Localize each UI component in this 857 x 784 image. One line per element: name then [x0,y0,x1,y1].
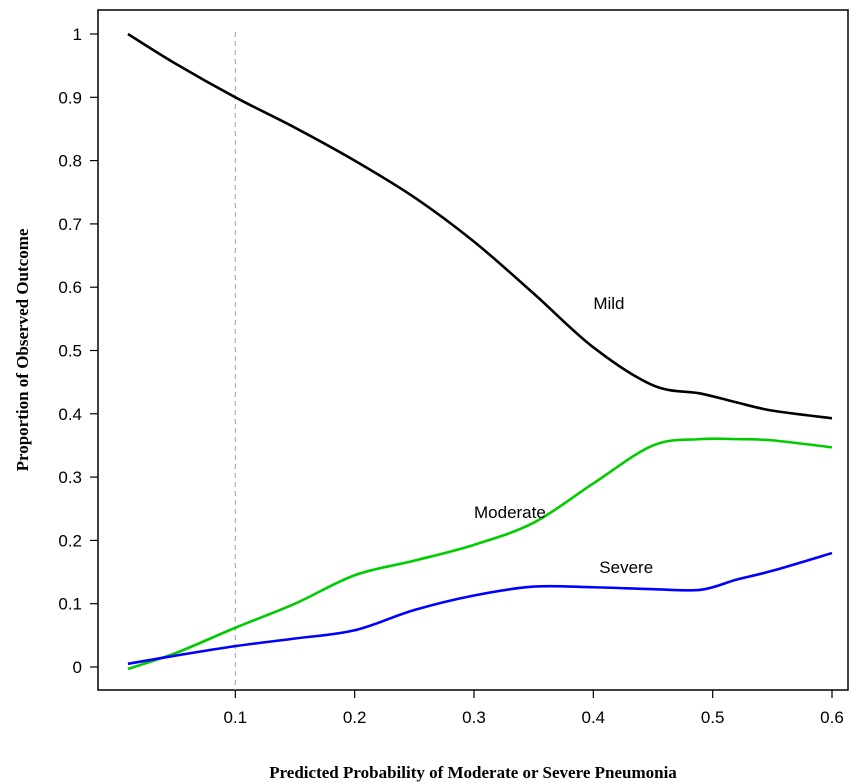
x-tick-label: 0.4 [582,708,606,727]
annotation-group: Mild Moderate Severe [474,294,653,577]
y-axis: 0 0.1 0.2 0.3 0.4 0.5 0.6 0.7 0.8 0.9 1 [58,25,98,677]
series-line-severe [128,553,832,664]
series-label-severe: Severe [599,558,653,577]
y-tick-label: 0.3 [58,468,82,487]
y-axis-title: Proportion of Observed Outcome [13,228,32,471]
y-tick-label: 0.2 [58,531,82,550]
y-tick-label: 0.8 [58,152,82,171]
x-tick-label: 0.1 [224,708,248,727]
x-tick-label: 0.3 [462,708,486,727]
y-tick-label: 0 [73,658,82,677]
y-tick-label: 1 [73,25,82,44]
x-tick-label: 0.6 [820,708,844,727]
x-axis-title: Predicted Probability of Moderate or Sev… [269,763,677,782]
y-tick-label: 0.6 [58,278,82,297]
series-line-moderate [128,439,832,669]
y-tick-label: 0.1 [58,595,82,614]
series-group [128,34,832,669]
series-line-mild [128,34,832,418]
y-tick-label: 0.9 [58,88,82,107]
plot-frame [98,10,848,690]
x-tick-label: 0.5 [701,708,725,727]
x-tick-label: 0.2 [343,708,367,727]
y-tick-label: 0.7 [58,215,82,234]
y-tick-label: 0.5 [58,342,82,361]
y-tick-label: 0.4 [58,405,82,424]
series-label-mild: Mild [593,294,624,313]
x-axis: 0.1 0.2 0.3 0.4 0.5 0.6 [224,690,844,727]
series-label-moderate: Moderate [474,503,546,522]
